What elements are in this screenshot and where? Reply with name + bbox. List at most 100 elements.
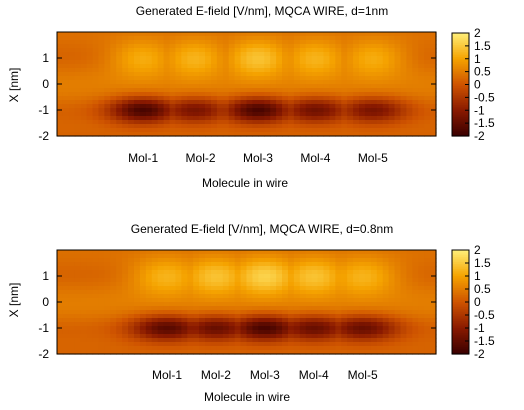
heatmap-cell (222, 306, 230, 311)
heatmap-cell (347, 338, 354, 343)
heatmap-cell (240, 64, 248, 69)
heatmap-cell (293, 60, 301, 65)
heatmap-cell (264, 290, 271, 295)
heatmap-cell (394, 64, 402, 69)
heatmap-cell (317, 76, 325, 81)
heatmap-cell (287, 88, 295, 93)
heatmap-cell (388, 318, 396, 323)
colorbar-swatch (452, 328, 469, 331)
heatmap-cell (424, 100, 431, 105)
heatmap-cell (270, 302, 277, 307)
heatmap-cell (424, 108, 431, 113)
heatmap-cell (353, 132, 360, 137)
heatmap-cell (270, 128, 277, 133)
heatmap-cell (264, 278, 271, 283)
heatmap-cell (258, 92, 265, 97)
heatmap-cell (210, 56, 218, 61)
heatmap-cell (205, 342, 212, 347)
heatmap-cell (86, 286, 94, 291)
heatmap-cell (157, 310, 165, 315)
heatmap-cell (246, 104, 254, 109)
heatmap-cell (370, 92, 378, 97)
colorbar-swatch (452, 84, 469, 87)
heatmap-cell (400, 124, 407, 129)
heatmap-cell (270, 104, 277, 109)
heatmap-cell (264, 112, 271, 117)
heatmap-cell (98, 262, 105, 267)
heatmap-cell (175, 286, 182, 291)
heatmap-cell (293, 290, 301, 295)
heatmap-cell (68, 322, 76, 327)
heatmap-cell (317, 298, 325, 303)
heatmap-cell (353, 322, 360, 327)
heatmap-cell (335, 342, 342, 347)
heatmap-cell (323, 96, 330, 101)
heatmap-cell (199, 84, 206, 89)
heatmap-cell (394, 338, 402, 343)
heatmap-cell (246, 270, 254, 275)
heatmap-cell (210, 36, 218, 41)
heatmap-cell (199, 44, 206, 49)
heatmap-cell (341, 92, 348, 97)
heatmap-cell (246, 72, 254, 77)
heatmap-cell (145, 56, 153, 61)
heatmap-cell (145, 278, 153, 283)
heatmap-cell (258, 266, 265, 271)
heatmap-cell (222, 298, 230, 303)
heatmap-cell (406, 52, 413, 57)
heatmap-cell (323, 68, 330, 73)
colorbar-swatch (452, 288, 469, 291)
heatmap-cell (406, 64, 413, 69)
heatmap-cell (139, 286, 147, 291)
heatmap-cell (276, 338, 283, 343)
heatmap-cell (98, 346, 105, 351)
heatmap-cell (359, 302, 366, 307)
heatmap-cell (57, 100, 64, 105)
heatmap-cell (412, 64, 419, 69)
heatmap-cell (157, 40, 165, 45)
heatmap-cell (282, 120, 289, 125)
heatmap-cell (418, 334, 425, 339)
heatmap-cell (57, 132, 64, 137)
heatmap-cell (199, 96, 206, 101)
heatmap-cell (258, 270, 265, 275)
heatmap-cell (169, 326, 177, 331)
heatmap-cell (199, 318, 206, 323)
heatmap-cell (311, 104, 319, 109)
heatmap-cell (216, 262, 224, 267)
heatmap-cell (299, 84, 307, 89)
heatmap-cell (412, 274, 419, 279)
heatmap-cell (382, 112, 390, 117)
heatmap-cell (323, 274, 330, 279)
heatmap-cell (270, 294, 277, 299)
heatmap-cell (311, 60, 319, 65)
heatmap-cell (210, 48, 218, 53)
heatmap-cell (311, 298, 319, 303)
heatmap-cell (264, 266, 271, 271)
heatmap-cell (282, 84, 289, 89)
heatmap-cell (376, 128, 384, 133)
heatmap-cell (98, 330, 105, 335)
heatmap-cell (276, 60, 283, 65)
heatmap-cell (364, 342, 372, 347)
heatmap-cell (424, 270, 431, 275)
heatmap-cell (216, 342, 224, 347)
heatmap-cell (329, 330, 336, 335)
heatmap-cell (382, 350, 390, 355)
heatmap-cell (394, 96, 402, 101)
heatmap-cell (323, 52, 330, 57)
heatmap-cell (187, 282, 194, 287)
heatmap-cell (299, 278, 307, 283)
heatmap-cell (74, 342, 82, 347)
heatmap-cell (80, 250, 88, 255)
heatmap-cell (205, 44, 212, 49)
heatmap-cell (216, 310, 224, 315)
heatmap-cell (163, 278, 171, 283)
heatmap-cell (234, 92, 242, 97)
heatmap-cell (157, 338, 165, 343)
heatmap-cell (86, 92, 94, 97)
heatmap-cell (122, 56, 129, 61)
heatmap-cell (359, 250, 366, 255)
heatmap-cell (406, 326, 413, 331)
heatmap-cell (210, 282, 218, 287)
